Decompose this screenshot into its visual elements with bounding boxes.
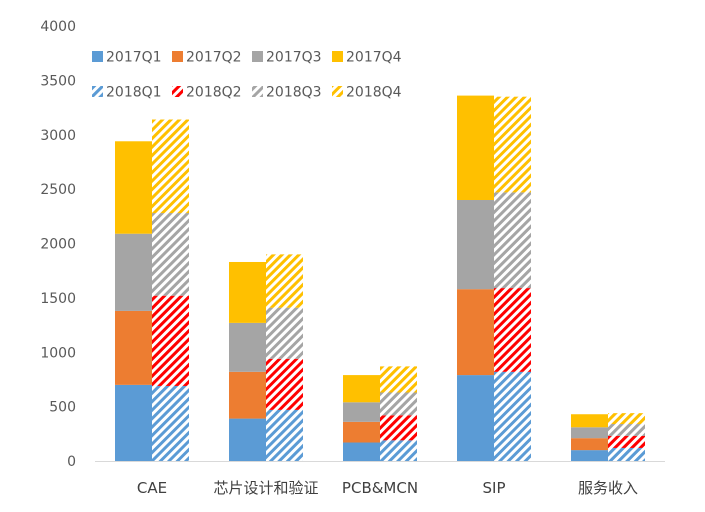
legend-swatch	[252, 86, 263, 97]
y-tick-label: 2500	[40, 182, 76, 198]
bar-segment	[229, 418, 266, 461]
bar-segment	[494, 192, 531, 289]
legend-label: 2017Q3	[266, 50, 322, 66]
y-tick-label: 3500	[40, 73, 76, 89]
legend-swatch	[332, 51, 343, 62]
x-tick-label: 芯片设计和验证	[213, 479, 318, 497]
legend-label: 2018Q1	[106, 85, 162, 101]
bar-segment	[494, 288, 531, 372]
y-tick-label: 1500	[40, 291, 76, 307]
bar-segment	[494, 371, 531, 461]
bar-segment	[115, 233, 152, 311]
y-tick-label: 2000	[40, 237, 76, 253]
y-tick-label: 0	[67, 454, 76, 470]
bar-segment	[494, 96, 531, 193]
bar-segment	[608, 447, 645, 461]
bar-segment	[380, 415, 417, 441]
legend-swatch	[92, 86, 103, 97]
bar-segment	[266, 307, 303, 359]
bar-segment	[343, 402, 380, 422]
legend-label: 2018Q4	[346, 85, 402, 101]
bar-segment	[115, 384, 152, 461]
bar-segment	[343, 421, 380, 443]
y-tick-label: 3000	[40, 128, 76, 144]
legend-swatch	[92, 51, 103, 62]
bar-segment	[229, 322, 266, 372]
bar-segment	[457, 375, 494, 461]
bar-segment	[229, 371, 266, 419]
legend-swatch	[172, 86, 183, 97]
bar-segment	[266, 254, 303, 308]
bar-segment	[266, 358, 303, 410]
legend-label: 2017Q4	[346, 50, 402, 66]
legend-label: 2018Q3	[266, 85, 322, 101]
bar-segment	[115, 310, 152, 385]
x-tick-label: SIP	[483, 479, 506, 497]
bar-segment	[152, 385, 189, 461]
bar-segment	[571, 438, 608, 451]
bar-segment	[152, 119, 189, 214]
legend-swatch	[252, 51, 263, 62]
axes: 0 500 1000 1500 2000 2500 3000 3500 4000 CAE 芯片设计和…	[40, 19, 665, 497]
legend-label: 2017Q1	[106, 50, 162, 66]
bar-segment	[457, 289, 494, 376]
bar-segment	[380, 366, 417, 393]
bar-segment	[380, 392, 417, 416]
legend-swatch	[332, 86, 343, 97]
bar-segment	[457, 95, 494, 200]
bar-segment	[229, 261, 266, 323]
bar-segment	[571, 427, 608, 439]
bar-segment	[266, 409, 303, 461]
bar-segment	[152, 213, 189, 296]
bars	[115, 95, 645, 461]
x-tick-label: PCB&MCN	[342, 479, 418, 497]
bar-segment	[152, 295, 189, 386]
bar-segment	[380, 440, 417, 461]
bar-segment	[343, 442, 380, 461]
y-tick-label: 4000	[40, 19, 76, 35]
legend-swatch	[172, 51, 183, 62]
legend: 2017Q1 2017Q2 2017Q3 2017Q4 2018Q1 2018Q2 2018…	[92, 50, 402, 101]
bar-segment	[457, 200, 494, 290]
x-tick-label: 服务收入	[578, 479, 638, 497]
bar-segment	[571, 414, 608, 428]
legend-label: 2018Q2	[186, 85, 242, 101]
bar-segment	[115, 141, 152, 234]
bar-segment	[608, 435, 645, 448]
y-tick-label: 1000	[40, 345, 76, 361]
bar-segment	[571, 450, 608, 461]
bar-segment	[343, 375, 380, 403]
x-tick-label: CAE	[137, 479, 167, 497]
bar-segment	[608, 413, 645, 425]
y-tick-label: 500	[49, 400, 76, 416]
legend-label: 2017Q2	[186, 50, 242, 66]
bar-segment	[608, 424, 645, 436]
